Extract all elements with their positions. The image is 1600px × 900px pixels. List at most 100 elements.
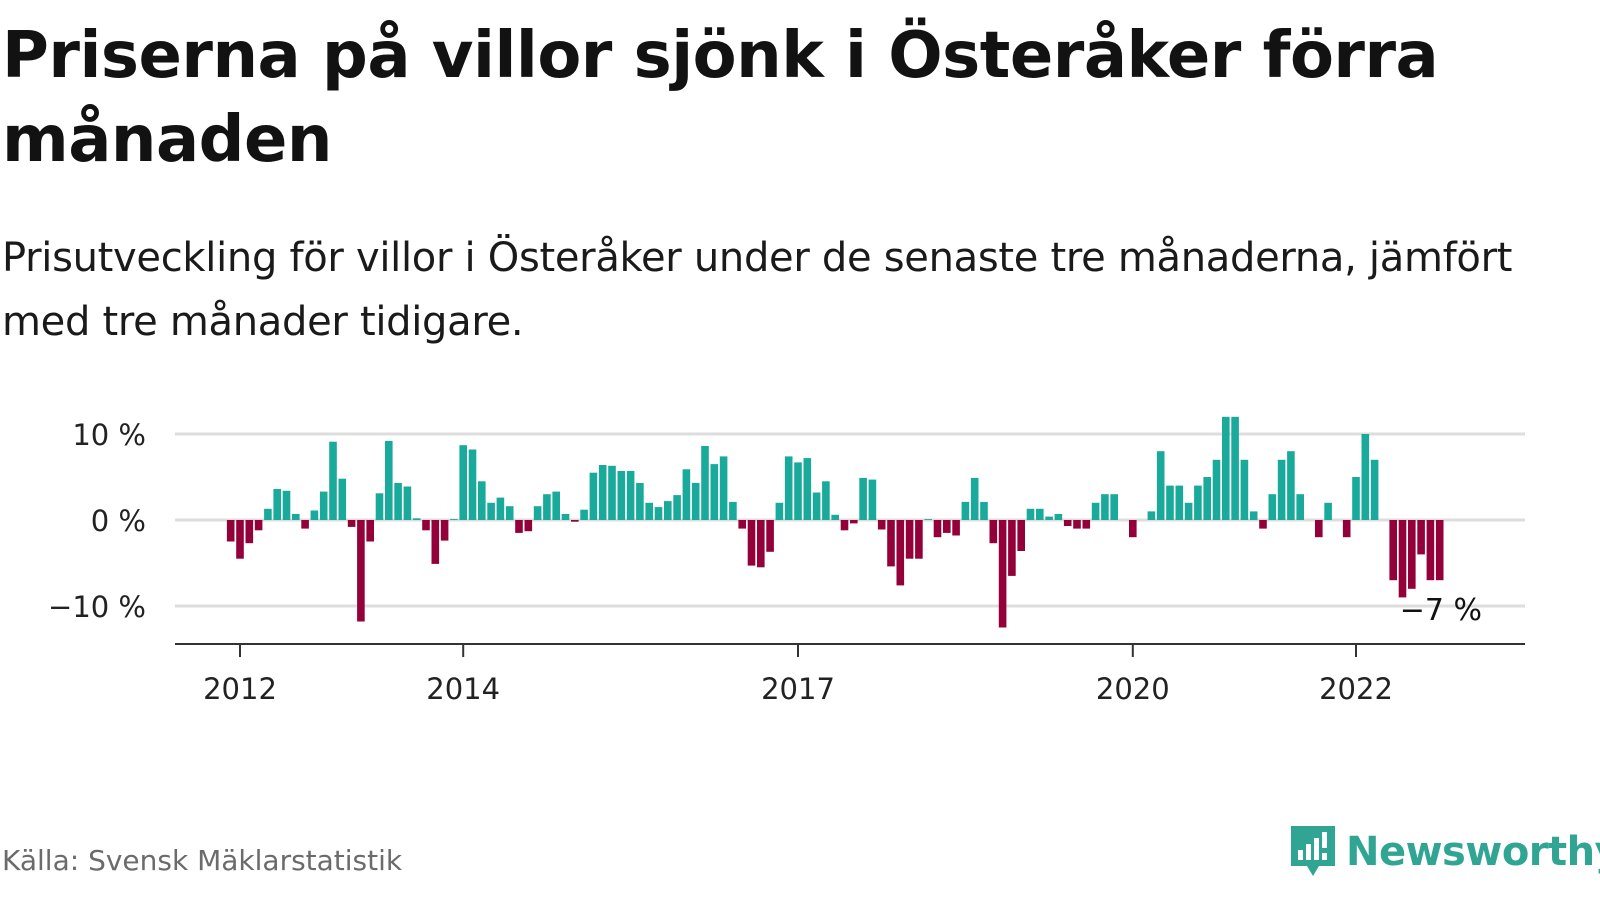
bar bbox=[952, 520, 960, 536]
bar bbox=[682, 469, 691, 520]
bar bbox=[273, 489, 281, 520]
bar bbox=[1370, 459, 1379, 520]
bar bbox=[924, 519, 932, 520]
bar bbox=[961, 501, 970, 520]
bar bbox=[664, 501, 672, 520]
bar bbox=[998, 520, 1007, 628]
bar bbox=[264, 508, 272, 520]
bar bbox=[1166, 485, 1174, 520]
bar bbox=[1194, 485, 1202, 520]
bar bbox=[1287, 451, 1295, 520]
bar bbox=[450, 519, 458, 520]
bar bbox=[338, 478, 347, 520]
bar bbox=[757, 520, 765, 568]
bar bbox=[1277, 459, 1286, 520]
bar bbox=[1389, 520, 1397, 581]
x-tick-label: 2014 bbox=[426, 672, 500, 706]
bar bbox=[1231, 416, 1239, 520]
bar bbox=[673, 495, 681, 520]
bar bbox=[1259, 520, 1267, 529]
bar bbox=[254, 520, 263, 531]
bar bbox=[868, 479, 877, 520]
bar bbox=[561, 514, 570, 520]
bar bbox=[1398, 520, 1407, 598]
bar bbox=[1036, 508, 1044, 520]
x-tick-label: 2020 bbox=[1096, 672, 1170, 706]
bar bbox=[487, 502, 495, 520]
bar bbox=[412, 518, 421, 520]
bar bbox=[1063, 520, 1072, 526]
bar-chart-speech-bubble-icon bbox=[1291, 826, 1335, 876]
bar bbox=[915, 520, 923, 559]
bar bbox=[1342, 520, 1351, 538]
bar bbox=[626, 471, 635, 520]
bar bbox=[1408, 520, 1416, 589]
bar bbox=[1426, 520, 1435, 581]
bar bbox=[608, 465, 616, 520]
bar bbox=[440, 520, 449, 541]
bar bbox=[905, 520, 914, 559]
bar bbox=[1268, 494, 1277, 520]
bar bbox=[533, 506, 542, 520]
bar bbox=[282, 490, 291, 520]
bar bbox=[515, 520, 523, 533]
bar bbox=[1026, 508, 1035, 520]
bar bbox=[552, 491, 560, 520]
bar bbox=[896, 520, 905, 586]
bar bbox=[850, 520, 858, 524]
bar bbox=[943, 520, 951, 533]
bar-chart: 10 % 0 % −10 % 2012 2014 2017 2020 2022 −7 % bbox=[48, 416, 1525, 706]
bar bbox=[980, 501, 988, 520]
bar bbox=[1296, 494, 1304, 520]
bar bbox=[1352, 477, 1360, 520]
chart-subtitle: Prisutveckling för villor i Österåker un… bbox=[2, 235, 1513, 345]
bar bbox=[329, 441, 337, 520]
bar bbox=[840, 520, 849, 531]
bar bbox=[403, 486, 412, 520]
bar bbox=[1175, 485, 1184, 520]
bar bbox=[1110, 494, 1118, 520]
bar bbox=[310, 510, 319, 520]
bar bbox=[1082, 520, 1091, 529]
bar bbox=[1324, 502, 1332, 520]
bar bbox=[366, 520, 374, 542]
bar bbox=[710, 464, 719, 520]
x-axis bbox=[175, 643, 1525, 657]
bar bbox=[877, 520, 886, 530]
x-tick-label: 2017 bbox=[761, 672, 835, 706]
bar bbox=[701, 446, 709, 520]
newsworthy-logo: Newsworthy bbox=[1288, 822, 1600, 882]
bar bbox=[645, 502, 653, 520]
bar bbox=[654, 507, 663, 520]
bar bbox=[422, 520, 430, 531]
bar bbox=[1435, 520, 1444, 581]
y-tick-label: −10 % bbox=[48, 590, 146, 624]
bar bbox=[1249, 511, 1258, 520]
bar bbox=[1212, 459, 1221, 520]
bar bbox=[887, 520, 895, 567]
y-tick-label: 0 % bbox=[91, 504, 146, 538]
bar bbox=[543, 494, 551, 520]
bar bbox=[1156, 451, 1165, 520]
bar bbox=[236, 520, 244, 559]
bar bbox=[1129, 520, 1137, 538]
bar bbox=[1091, 502, 1100, 520]
bar bbox=[636, 483, 644, 520]
bar bbox=[301, 520, 309, 529]
bars bbox=[226, 416, 1444, 628]
bar bbox=[1054, 514, 1063, 520]
bar bbox=[1222, 416, 1230, 520]
bar bbox=[719, 456, 728, 520]
bar bbox=[347, 520, 356, 527]
bar bbox=[691, 483, 700, 520]
tick-labels: 10 % 0 % −10 % 2012 2014 2017 2020 2022 −7 % bbox=[48, 418, 1482, 706]
bar bbox=[478, 481, 486, 520]
bar bbox=[794, 462, 802, 520]
bar bbox=[775, 502, 784, 520]
bar bbox=[933, 520, 942, 538]
source-note: Källa: Svensk Mäklarstatistik bbox=[2, 844, 403, 877]
bar bbox=[1045, 516, 1053, 520]
bar bbox=[617, 471, 626, 520]
bar bbox=[766, 520, 774, 552]
logo-wordmark: Newsworthy bbox=[1346, 829, 1600, 875]
